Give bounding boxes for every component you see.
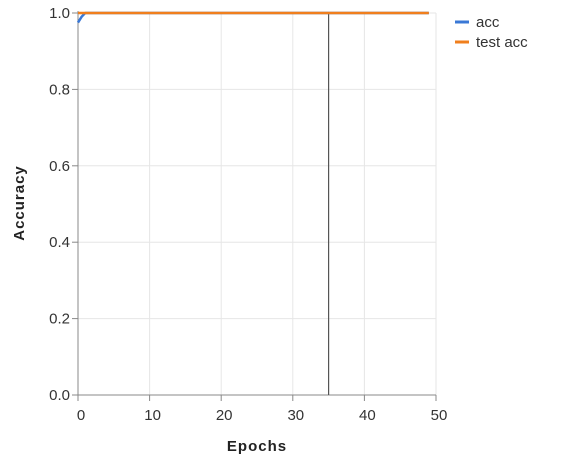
x-axis-title: Epochs [227, 438, 287, 455]
x-tick-label: 0 [77, 407, 85, 424]
legend-label: test acc [476, 34, 528, 51]
x-tick-label: 50 [431, 407, 448, 424]
legend: acc test acc [455, 14, 528, 51]
legend-label: acc [476, 14, 500, 31]
y-tick-label: 0.8 [49, 81, 70, 98]
y-tick-label: 0.6 [49, 158, 70, 175]
y-tick-label: 0.2 [49, 311, 70, 328]
tick-labels: 0 10 20 30 40 50 0.0 0.2 0.4 0.6 0.8 1.0 [49, 5, 447, 424]
x-tick-label: 40 [359, 407, 376, 424]
x-tick-label: 10 [144, 407, 161, 424]
y-axis-title: Accuracy [11, 165, 28, 241]
series-line-acc [76, 11, 429, 24]
series-group [76, 11, 429, 24]
x-tick-label: 30 [287, 407, 304, 424]
y-tick-label: 0.0 [49, 387, 70, 404]
y-tick-label: 1.0 [49, 5, 70, 22]
axes [72, 11, 437, 401]
grid [77, 12, 437, 396]
x-tick-label: 20 [216, 407, 233, 424]
y-tick-label: 0.4 [49, 234, 70, 251]
